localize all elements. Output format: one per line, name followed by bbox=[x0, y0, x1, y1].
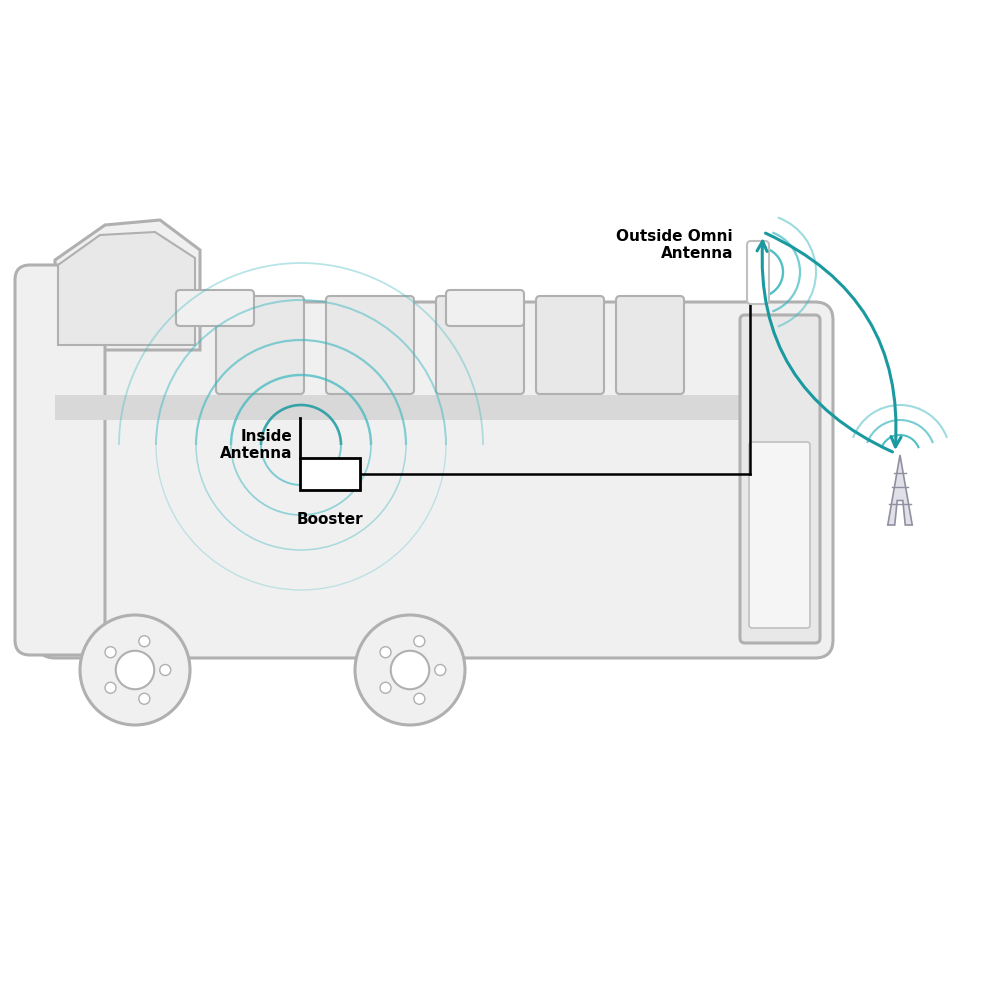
FancyBboxPatch shape bbox=[616, 296, 684, 394]
FancyBboxPatch shape bbox=[37, 302, 833, 658]
Circle shape bbox=[414, 693, 425, 704]
Text: Booster: Booster bbox=[297, 512, 363, 527]
Bar bbox=[55, 395, 815, 420]
Polygon shape bbox=[58, 232, 195, 345]
FancyBboxPatch shape bbox=[216, 296, 304, 394]
FancyBboxPatch shape bbox=[176, 290, 254, 326]
Circle shape bbox=[160, 664, 171, 676]
FancyBboxPatch shape bbox=[15, 265, 105, 655]
Circle shape bbox=[139, 636, 150, 647]
FancyBboxPatch shape bbox=[446, 290, 524, 326]
Text: Inside
Antenna: Inside Antenna bbox=[220, 429, 292, 461]
Circle shape bbox=[105, 682, 116, 693]
FancyBboxPatch shape bbox=[749, 442, 810, 628]
Polygon shape bbox=[888, 455, 912, 525]
Bar bbox=[300, 458, 360, 490]
FancyBboxPatch shape bbox=[740, 315, 820, 643]
Circle shape bbox=[380, 682, 391, 693]
FancyBboxPatch shape bbox=[536, 296, 604, 394]
FancyArrowPatch shape bbox=[757, 241, 892, 452]
Circle shape bbox=[139, 693, 150, 704]
Text: Outside Omni
Antenna: Outside Omni Antenna bbox=[616, 229, 733, 261]
Circle shape bbox=[105, 647, 116, 658]
FancyBboxPatch shape bbox=[436, 296, 524, 394]
Circle shape bbox=[414, 636, 425, 647]
Circle shape bbox=[355, 615, 465, 725]
Circle shape bbox=[80, 615, 190, 725]
FancyBboxPatch shape bbox=[747, 241, 769, 304]
Circle shape bbox=[435, 664, 446, 676]
FancyBboxPatch shape bbox=[326, 296, 414, 394]
Circle shape bbox=[391, 651, 429, 689]
Circle shape bbox=[116, 651, 154, 689]
Circle shape bbox=[380, 647, 391, 658]
Polygon shape bbox=[55, 220, 200, 350]
FancyArrowPatch shape bbox=[766, 233, 901, 447]
